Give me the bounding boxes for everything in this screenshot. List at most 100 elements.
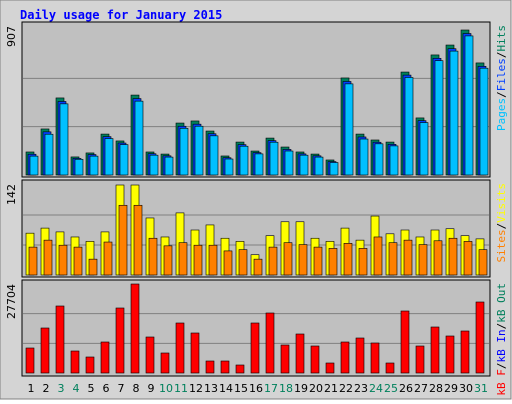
x-tick-label: 17 xyxy=(264,382,278,395)
x-tick-label: 9 xyxy=(148,382,155,395)
bar xyxy=(119,144,129,176)
bar xyxy=(59,103,69,176)
bar xyxy=(479,67,489,176)
y-max-label: 907 xyxy=(5,26,18,47)
bar xyxy=(103,241,113,276)
legend-separator: / xyxy=(495,52,508,59)
bar xyxy=(268,246,278,276)
bar xyxy=(43,239,53,276)
bar xyxy=(149,154,159,176)
bar xyxy=(325,362,335,374)
y-max-label: 142 xyxy=(5,184,18,205)
x-tick-label: 31 xyxy=(474,382,488,395)
x-tick-label: 22 xyxy=(339,382,353,395)
bar xyxy=(448,237,458,276)
bar xyxy=(464,35,474,176)
bar xyxy=(313,246,323,276)
bar xyxy=(223,250,233,276)
bar xyxy=(445,335,455,374)
bar xyxy=(449,50,459,176)
bar xyxy=(175,322,185,374)
bar xyxy=(340,341,350,374)
bar xyxy=(385,362,395,374)
legend: Pages/Files/Hits xyxy=(495,25,508,131)
legend-entry: Hits xyxy=(495,25,508,52)
bar xyxy=(389,145,399,176)
bar xyxy=(85,356,95,374)
x-tick-label: 3 xyxy=(58,382,65,395)
bar xyxy=(253,258,263,276)
legend-separator: / xyxy=(495,363,508,370)
legend-entry: Pages xyxy=(495,98,508,131)
x-tick-label: 30 xyxy=(459,382,473,395)
y-max-label: 27704 xyxy=(5,284,18,319)
bar xyxy=(343,243,353,276)
bar xyxy=(403,239,413,276)
bar xyxy=(239,145,249,176)
bar xyxy=(344,83,354,176)
bar xyxy=(299,154,309,176)
bar xyxy=(430,326,440,374)
bar xyxy=(115,307,125,374)
x-tick-label: 11 xyxy=(174,382,188,395)
x-tick-label: 16 xyxy=(249,382,263,395)
bar xyxy=(415,345,425,374)
legend: kB F/kB In/kB Out xyxy=(495,283,508,396)
x-tick-label: 27 xyxy=(414,382,428,395)
x-tick-label: 1 xyxy=(28,382,35,395)
bar xyxy=(73,246,83,276)
x-tick-label: 26 xyxy=(399,382,413,395)
bar xyxy=(478,249,488,276)
x-tick-label: 10 xyxy=(159,382,173,395)
bar xyxy=(179,128,189,176)
bar xyxy=(419,122,429,176)
legend-separator: / xyxy=(495,91,508,98)
bar xyxy=(355,337,365,374)
x-tick-label: 24 xyxy=(369,382,383,395)
bar xyxy=(269,141,279,176)
bar xyxy=(235,364,245,374)
bar xyxy=(193,244,203,276)
legend: Sites/Visits xyxy=(495,183,508,263)
bar xyxy=(100,341,110,374)
bar xyxy=(89,155,99,176)
legend-entry: kB F xyxy=(495,369,508,396)
bar xyxy=(358,248,368,276)
bar xyxy=(40,327,50,374)
legend-separator: / xyxy=(495,223,508,230)
x-tick-label: 19 xyxy=(294,382,308,395)
bar xyxy=(238,249,248,276)
bar xyxy=(28,246,38,276)
bar xyxy=(314,156,324,176)
x-tick-label: 25 xyxy=(384,382,398,395)
bar xyxy=(29,155,39,176)
bar xyxy=(163,245,173,276)
legend-entry: Files xyxy=(495,58,508,91)
bar xyxy=(388,242,398,276)
bar xyxy=(400,310,410,374)
bar xyxy=(370,342,380,374)
bar xyxy=(190,332,200,374)
legend-entry: kB In xyxy=(495,329,508,362)
bar xyxy=(404,77,414,176)
legend-entry: kB Out xyxy=(495,283,508,323)
bar xyxy=(205,360,215,374)
bar xyxy=(328,248,338,276)
bar xyxy=(224,158,234,176)
x-tick-label: 14 xyxy=(219,382,233,395)
bar xyxy=(88,258,98,276)
bar xyxy=(74,159,84,176)
x-tick-label: 20 xyxy=(309,382,323,395)
bar xyxy=(283,242,293,276)
bar xyxy=(284,150,294,176)
bar xyxy=(298,244,308,276)
x-tick-label: 2 xyxy=(43,382,50,395)
bar xyxy=(295,333,305,374)
bar xyxy=(58,244,68,276)
bar xyxy=(160,352,170,374)
bar xyxy=(130,283,140,374)
bar xyxy=(208,244,218,276)
x-tick-label: 12 xyxy=(189,382,203,395)
bar xyxy=(44,133,54,176)
